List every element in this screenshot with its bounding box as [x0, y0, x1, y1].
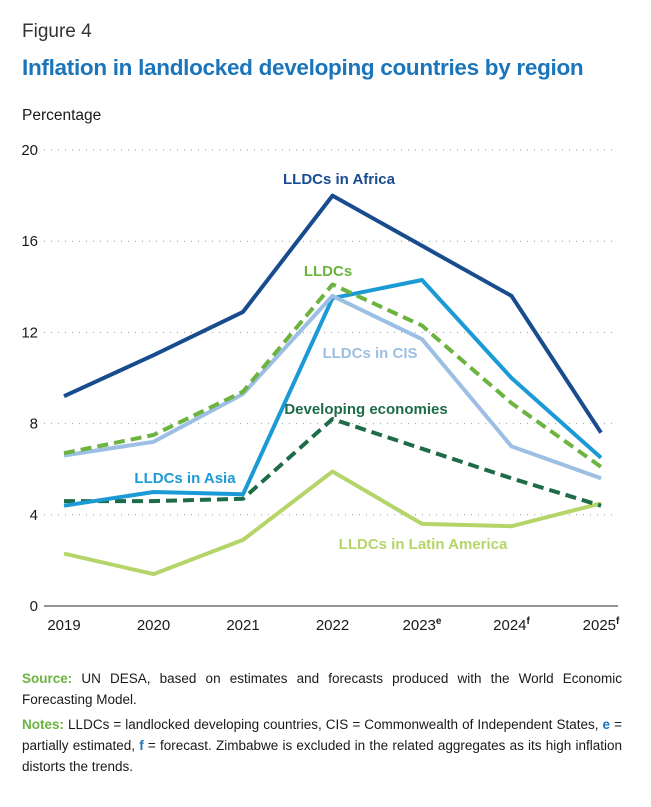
notes-text-2: = partially estimated, — [22, 717, 622, 753]
series-line-lldcs-in-cis — [63, 293, 602, 481]
chart-notes: Source: UN DESA, based on estimates and … — [22, 668, 622, 781]
y-tick-label: 0 — [30, 598, 38, 615]
series-lines — [63, 193, 603, 577]
notes-text-3: = forecast. Zimbabwe is excluded in the … — [22, 738, 622, 774]
y-tick-label: 12 — [21, 324, 38, 341]
source-note: Source: UN DESA, based on estimates and … — [22, 668, 622, 710]
x-axis-ticks: 2019 2020 2021 2022 2023e 2024f 2025f — [47, 616, 620, 634]
x-tick-label: 2019 — [47, 617, 80, 634]
y-tick-label: 8 — [30, 416, 38, 433]
f-label: f — [139, 738, 144, 753]
y-tick-label: 16 — [21, 233, 38, 250]
x-tick-label: 2021 — [226, 617, 259, 634]
chart-title: Inflation in landlocked developing count… — [22, 55, 584, 80]
series-labels: LLDCs in Africa LLDCs LLDCs in CIS LLDCs in… — [134, 171, 508, 553]
series-line-lldcs-in-latin-america — [63, 469, 602, 577]
gridlines — [44, 149, 618, 607]
y-tick-label: 20 — [21, 142, 38, 159]
series-line-lldcs-in-africa — [63, 193, 603, 434]
notes-text-1: LLDCs = landlocked developing countries,… — [64, 717, 599, 732]
series-label: LLDCs in Latin America — [339, 536, 508, 553]
x-tick-label: 2024f — [493, 616, 530, 634]
series-line-developing-economies — [64, 417, 602, 508]
source-label: Source: — [22, 671, 73, 686]
notes-note: Notes: LLDCs = landlocked developing cou… — [22, 714, 622, 777]
series-label: Developing economies — [284, 401, 447, 418]
y-tick-label: 4 — [30, 507, 38, 524]
series-label: LLDCs in Asia — [134, 470, 236, 487]
x-tick-label: 2025f — [583, 616, 620, 634]
series-label: LLDCs in Africa — [283, 171, 396, 188]
series-label: LLDCs in CIS — [322, 345, 417, 362]
series-line-lldcs — [63, 282, 603, 469]
line-chart: 0 4 8 12 16 20 2019 2020 2021 2022 2023e 2024f 2025… — [21, 142, 620, 634]
x-tick-label: 2020 — [137, 617, 170, 634]
x-tick-label: 2023e — [403, 616, 442, 634]
e-label: e — [602, 717, 611, 732]
y-axis-ticks: 0 4 8 12 16 20 — [21, 142, 38, 615]
y-axis-unit: Percentage — [22, 107, 102, 124]
notes-label: Notes: — [22, 717, 65, 732]
x-tick-label: 2022 — [316, 617, 349, 634]
source-text: UN DESA, based on estimates and forecast… — [22, 671, 622, 707]
series-label: LLDCs — [304, 263, 352, 280]
figure-label: Figure 4 — [22, 21, 92, 42]
